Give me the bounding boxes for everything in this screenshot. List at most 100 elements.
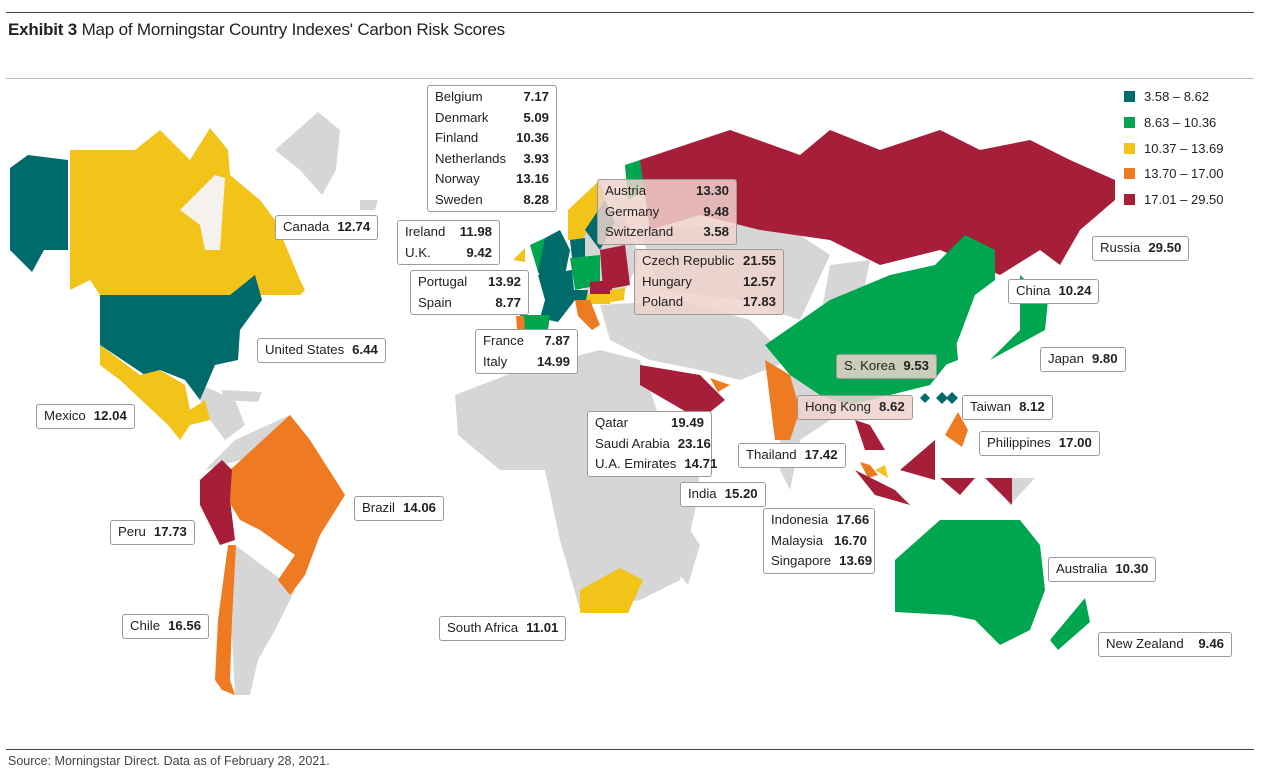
country-name: India [688,486,717,501]
footer-rule [6,749,1254,750]
region-indonesia-3 [940,478,975,495]
region-germany [570,255,600,290]
legend-swatch [1124,91,1135,103]
legend-label: 17.01 – 29.50 [1144,192,1224,208]
label-france-italy: France 7.87 Italy 14.99 [475,329,578,374]
label-southeast-asia: Indonesia 17.66 Malaysia 16.70 Singapore 13… [763,508,875,574]
country-name: Belgium [435,89,483,104]
country-score: 14.99 [536,353,570,369]
region-iceland-small [513,248,525,262]
label-row: Singapore 13.69 [771,551,872,572]
country-score: 21.55 [742,253,776,268]
title-divider [6,78,1254,79]
label-nordics-benelux: Belgium 7.17 Denmark 5.09 Finland 10.36 Net… [427,85,557,212]
label-row: Peru 17.73 [118,522,187,543]
south-america-rest [230,545,295,695]
legend-item: 3.58 – 8.62 [1124,84,1224,110]
country-score: 10.30 [1115,561,1149,576]
label-row: Denmark 5.09 [435,108,549,129]
country-name: Malaysia [771,532,824,548]
exhibit-title-text: Map of Morningstar Country Indexes' Carb… [81,20,506,39]
country-score: 7.17 [523,89,549,104]
region-malaysia [855,420,885,450]
label-eastern-europe: Czech Republic 21.55 Hungary 12.57 Poland 1… [634,249,784,315]
country-score: 8.62 [879,399,905,414]
label-south-africa: South Africa 11.01 [439,616,567,641]
country-name: China [1016,283,1051,298]
region-india [860,462,878,478]
country-score: 13.69 [839,553,873,568]
region-indonesia-2 [900,440,935,480]
country-score: 13.30 [695,183,729,198]
legend-swatch [1124,194,1135,206]
label-row: United States 6.44 [265,340,378,361]
label-iberia: Portugal 13.92 Spain 8.77 [410,270,529,315]
region-switzerland [572,290,588,300]
region-czech [590,280,612,297]
country-score: 8.77 [495,294,521,310]
region-taiwan [936,392,948,404]
country-name: S. Korea [844,358,896,373]
country-name: Switzerland [605,224,674,239]
label-hong-kong: Hong Kong 8.62 [797,395,913,420]
label-ireland-uk: Ireland 11.98 U.K. 9.42 [397,220,500,265]
country-score: 14.71 [684,456,718,471]
legend-swatch [1124,117,1135,129]
region-portugal [516,316,525,330]
country-name: Italy [483,353,508,369]
label-row: U.A. Emirates 14.71 [595,454,717,475]
label-row: Switzerland 3.58 [605,222,729,243]
country-score: 13.16 [515,171,549,186]
country-name: Spain [418,294,452,310]
region-thailand [765,360,800,440]
region-mexico [100,345,210,440]
label-mexico: Mexico 12.04 [36,404,135,429]
label-gulf: Qatar 19.49 Saudi Arabia 23.16 U.A. Emirat… [587,411,717,477]
label-thailand: Thailand 17.42 [738,443,846,468]
label-row: Ireland 11.98 [405,222,492,243]
legend-label: 10.37 – 13.69 [1144,140,1224,156]
legend-item: 10.37 – 13.69 [1124,135,1224,161]
legend-swatch [1124,168,1135,180]
label-row: India 15.20 [688,484,758,505]
country-score: 9.46 [1198,636,1224,651]
region-usa [100,275,262,400]
legend-label: 8.63 – 10.36 [1144,115,1217,131]
label-row: Portugal 13.92 [418,272,521,293]
country-name: Finland [435,130,479,145]
country-score: 10.36 [515,130,549,145]
country-name: Poland [642,294,684,309]
region-denmark [570,238,585,258]
label-brazil: Brazil 14.06 [354,496,444,521]
label-row: Indonesia 17.66 [771,510,869,531]
country-name: Thailand [746,447,797,462]
label-row: Spain 8.77 [418,293,521,314]
country-name: Brazil [362,500,395,515]
label-new-zealand: New Zealand 9.46 [1098,632,1232,657]
country-name: Russia [1100,240,1141,255]
country-name: Singapore [771,553,832,568]
country-name: Mexico [44,408,86,423]
label-chile: Chile 16.56 [122,614,210,639]
country-score: 17.42 [804,447,838,462]
middle-east [600,300,790,380]
region-italy [575,300,600,330]
country-score: 3.93 [523,150,549,166]
label-row: Finland 10.36 [435,128,549,149]
label-row: U.K. 9.42 [405,243,492,264]
country-name: Denmark [435,109,489,125]
label-row: China 10.24 [1016,281,1091,302]
country-name: Taiwan [970,399,1012,414]
label-philippines: Philippines 17.00 [979,431,1100,456]
legend-label: 13.70 – 17.00 [1144,166,1224,182]
label-taiwan: Taiwan 8.12 [962,395,1053,420]
iceland [360,200,378,210]
country-name: Ireland [405,224,446,239]
country-name: Saudi Arabia [595,435,670,451]
region-hongkong [920,393,930,403]
exhibit-title: Exhibit 3 Map of Morningstar Country Ind… [8,20,505,40]
region-chile [215,545,236,695]
country-score: 15.20 [724,486,758,501]
label-row: Norway 13.16 [435,169,549,190]
label-row: Mexico 12.04 [44,406,127,427]
